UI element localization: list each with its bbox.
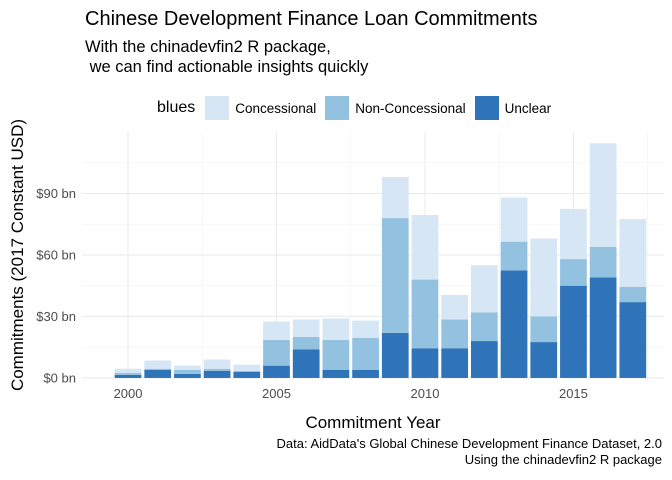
bar-unclear-2001 [144,369,172,378]
bar-concessional-2008 [352,320,379,338]
y-axis-title: Commitments (2017 Constant USD) [8,119,27,391]
legend-label-non-concessional: Non-Concessional [355,100,466,116]
x-tick-label: 2005 [262,386,291,401]
bar-concessional-2015 [560,208,587,260]
bar-unclear-2013 [500,270,528,378]
legend-label-unclear: Unclear [504,100,552,116]
bar-concessional-2014 [530,238,558,317]
bar-non-concessional-2008 [352,337,379,370]
bar-unclear-2007 [322,369,350,378]
legend-item-concessional: Concessional [205,96,316,120]
bar-non-concessional-2001 [144,368,172,370]
x-axis-title: Commitment Year [305,413,440,432]
chart-title: Chinese Development Finance Loan Commitm… [85,8,538,30]
caption-line-2: Using the chinadevfin2 R package [464,452,662,467]
bar-unclear-2002 [174,373,201,378]
y-tick-label: $30 bn [36,309,76,324]
bar-unclear-2014 [530,342,558,378]
bar-concessional-2005 [263,321,290,341]
legend-label-concessional: Concessional [235,100,317,116]
bar-unclear-2016 [589,277,617,378]
bar-non-concessional-2015 [560,259,587,286]
bar-unclear-2003 [203,370,231,378]
bar-unclear-2015 [560,285,587,378]
bar-concessional-2010 [411,215,439,280]
legend-title: blues [157,99,196,116]
bar-non-concessional-2011 [441,319,469,349]
caption-line-1: Data: AidData's Global Chinese Developme… [276,436,662,451]
bar-unclear-2006 [292,349,320,378]
bar-non-concessional-2013 [500,241,528,271]
bar-concessional-2016 [589,143,617,247]
bar-unclear-2011 [441,348,469,378]
legend-swatch-non-concessional [325,96,350,120]
bar-concessional-2009 [381,177,409,219]
bar-non-concessional-2002 [174,369,201,374]
x-tick-label: 2000 [114,386,143,401]
bar-concessional-2002 [174,365,201,370]
bar-non-concessional-2005 [263,340,290,366]
bar-concessional-2003 [203,359,231,369]
bar-concessional-2006 [292,319,320,337]
bar-concessional-2004 [233,364,261,371]
bar-unclear-2008 [352,369,379,378]
bar-concessional-2000 [114,368,142,373]
bar-non-concessional-2003 [203,368,231,371]
legend-swatch-concessional [205,96,230,120]
legend-swatch-unclear [474,96,499,120]
bar-non-concessional-2000 [114,372,142,375]
bar-non-concessional-2006 [292,336,320,350]
bar-non-concessional-2014 [530,316,558,343]
bar-unclear-2010 [411,348,439,378]
x-tick-label: 2015 [559,386,588,401]
bar-concessional-2001 [144,360,172,369]
bar-concessional-2012 [470,265,498,313]
bar-non-concessional-2004 [233,370,261,372]
bar-unclear-2012 [470,341,498,378]
bar-concessional-2017 [619,219,647,287]
bar-unclear-2000 [114,374,142,378]
bar-non-concessional-2010 [411,279,439,349]
y-tick-label: $60 bn [36,247,76,262]
bar-concessional-2007 [322,318,350,341]
bar-concessional-2013 [500,197,528,242]
legend: blues Concessional Non-Concessional Uncl… [157,96,560,120]
x-tick-label: 2010 [411,386,440,401]
legend-item-unclear: Unclear [474,96,552,120]
bar-unclear-2017 [619,302,647,378]
bar-non-concessional-2007 [322,340,350,370]
bar-non-concessional-2017 [619,286,647,303]
legend-item-non-concessional: Non-Concessional [325,96,466,120]
bar-non-concessional-2012 [470,312,498,342]
bar-unclear-2009 [381,332,409,378]
bar-non-concessional-2016 [589,246,617,278]
y-tick-label: $90 bn [36,186,76,201]
y-tick-label: $0 bn [43,370,76,385]
bar-non-concessional-2009 [381,218,409,333]
chart-subtitle: With the chinadevfin2 R package, we can … [85,38,369,76]
bar-unclear-2004 [233,371,261,378]
chart-caption: Data: AidData's Global Chinese Developme… [277,436,662,468]
bar-unclear-2005 [263,365,290,378]
bar-concessional-2011 [441,294,469,320]
